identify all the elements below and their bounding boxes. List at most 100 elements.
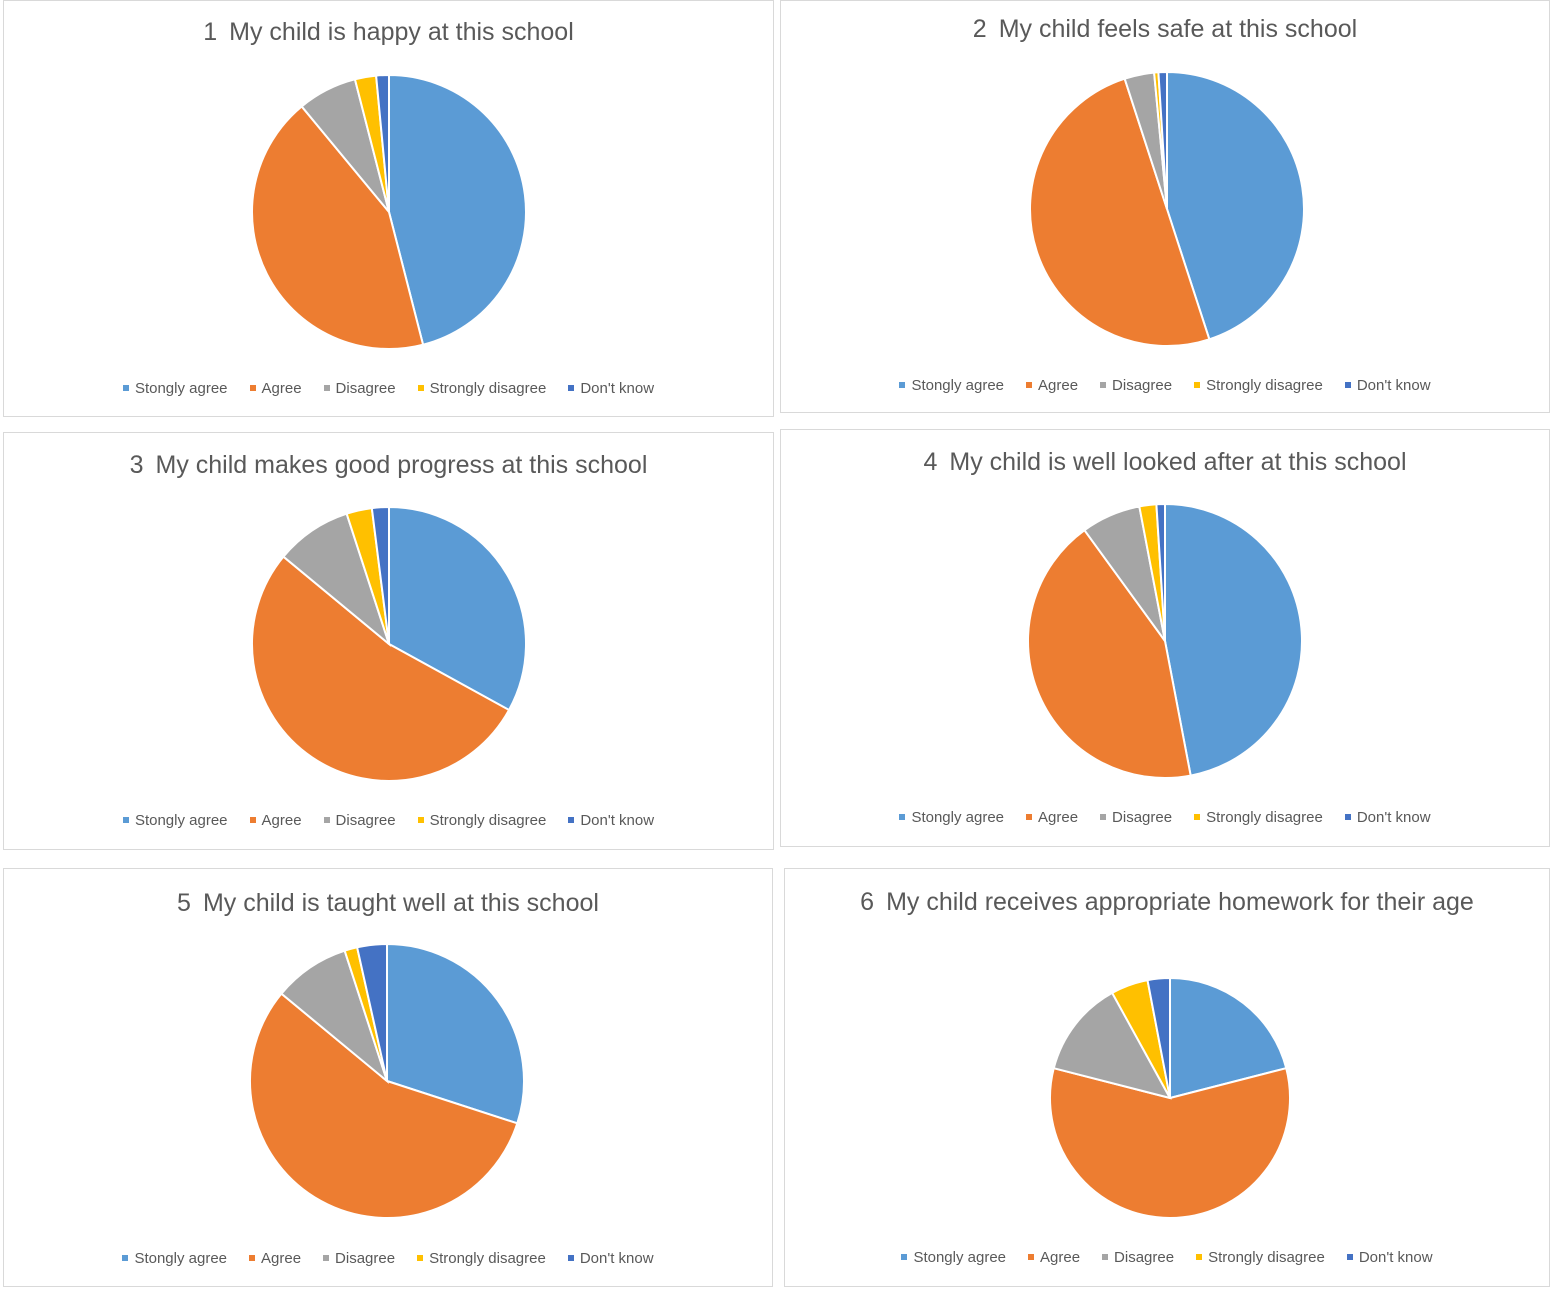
legend-dont-know: Don't know <box>1344 809 1431 826</box>
legend-strongly-agree: Stongly agree <box>899 377 1004 394</box>
chart-panel-6: 6 My child receives appropriate homework … <box>784 868 1550 1287</box>
chart-title: 4 My child is well looked after at this s… <box>923 448 1407 476</box>
chart-title: 5 My child is taught well at this school <box>177 889 599 917</box>
chart-legend: Stongly agree Agree Disagree Strongly disag… <box>781 377 1549 394</box>
pie-chart <box>249 942 525 1219</box>
legend-disagree: Disagree <box>1100 377 1172 394</box>
legend-swatch <box>1102 1254 1109 1261</box>
legend-disagree: Disagree <box>323 812 396 829</box>
legend-strongly-agree: Stongly agree <box>122 812 228 829</box>
legend-label: Don't know <box>580 380 655 397</box>
slice-strongly-agree <box>388 73 527 346</box>
legend-swatch <box>1028 1254 1035 1261</box>
legend-label: Strongly disagree <box>1206 809 1323 826</box>
legend-swatch <box>323 385 330 392</box>
legend-strongly-agree: Stongly agree <box>901 1249 1006 1266</box>
legend-swatch <box>1100 814 1107 821</box>
chart-legend: Stongly agree Agree Disagree Strongly disag… <box>781 809 1549 826</box>
legend-label: Don't know <box>579 1250 654 1267</box>
legend-label: Strongly disagree <box>429 380 547 397</box>
legend-label: Stongly agree <box>913 1249 1007 1266</box>
legend-swatch <box>1346 1254 1353 1261</box>
slice-dont-know <box>1146 976 1171 1099</box>
legend-label: Stongly agree <box>134 1250 228 1267</box>
pie-chart <box>251 73 527 350</box>
legend-strongly-disagree: Strongly disagree <box>1194 377 1323 394</box>
legend-strongly-agree: Stongly agree <box>122 380 228 397</box>
legend-label: Don't know <box>1358 1249 1433 1266</box>
chart-panel-5: 5 My child is taught well at this school … <box>3 868 773 1287</box>
legend-swatch <box>1026 382 1033 389</box>
chart-title: 6 My child receives appropriate homework … <box>860 888 1474 916</box>
legend-strongly-disagree: Strongly disagree <box>417 380 547 397</box>
chart-panel-3: 3 My child makes good progress at this sc… <box>3 432 774 850</box>
slice-agree <box>1027 528 1192 779</box>
slice-strongly-agree <box>1164 502 1303 777</box>
slice-strongly-agree <box>386 942 525 1125</box>
legend-label: Strongly disagree <box>429 1250 546 1267</box>
legend-swatch <box>249 385 256 392</box>
slice-agree <box>1049 1066 1291 1219</box>
legend-label: Strongly disagree <box>1206 377 1323 394</box>
legend-swatch <box>122 817 129 824</box>
legend-label: Agree <box>1040 1249 1081 1266</box>
slice-strongly-agree <box>1166 70 1305 341</box>
legend-label: Stongly agree <box>911 809 1005 826</box>
chart-legend: Stongly agree Agree Disagree Strongly disag… <box>4 380 773 397</box>
legend-label: Agree <box>261 812 302 829</box>
legend-swatch <box>1194 382 1201 389</box>
legend-swatch <box>567 1255 574 1262</box>
chart-panel-1: 1 My child is happy at this school Stongl… <box>3 0 774 417</box>
legend-label: Stongly agree <box>134 812 228 829</box>
chart-title: 3 My child makes good progress at this sc… <box>129 451 648 479</box>
legend-strongly-agree: Stongly agree <box>899 809 1004 826</box>
legend-label: Disagree <box>335 1250 396 1267</box>
legend-swatch <box>122 1255 129 1262</box>
slice-strongly-agree <box>388 505 527 712</box>
legend-swatch <box>1026 814 1033 821</box>
legend-label: Strongly disagree <box>429 812 547 829</box>
legend-label: Stongly agree <box>911 377 1005 394</box>
legend-strongly-agree: Stongly agree <box>122 1250 227 1267</box>
legend-label: Disagree <box>1114 1249 1175 1266</box>
legend-label: Don't know <box>1356 377 1431 394</box>
legend-swatch <box>1344 382 1351 389</box>
chart-panel-2: 2 My child feels safe at this school Ston… <box>780 0 1550 413</box>
chart-panel-4: 4 My child is well looked after at this s… <box>780 429 1550 847</box>
legend-swatch <box>122 385 129 392</box>
chart-title: 2 My child feels safe at this school <box>972 15 1358 43</box>
slice-dont-know <box>370 505 390 645</box>
legend-dont-know: Don't know <box>1346 1249 1433 1266</box>
legend-strongly-disagree: Strongly disagree <box>1194 809 1323 826</box>
legend-disagree: Disagree <box>323 380 396 397</box>
pie-chart <box>251 505 527 782</box>
legend-label: Disagree <box>1112 809 1173 826</box>
legend-agree: Agree <box>1026 809 1078 826</box>
legend-swatch <box>1100 382 1107 389</box>
legend-swatch <box>417 385 424 392</box>
slice-dont-know <box>1155 502 1166 642</box>
legend-strongly-disagree: Strongly disagree <box>1196 1249 1325 1266</box>
legend-swatch <box>1344 814 1351 821</box>
legend-label: Agree <box>1038 377 1079 394</box>
legend-label: Don't know <box>580 812 655 829</box>
chart-legend: Stongly agree Agree Disagree Strongly disag… <box>4 812 773 829</box>
chart-legend: Stongly agree Agree Disagree Strongly disag… <box>785 1249 1549 1266</box>
legend-dont-know: Don't know <box>567 1250 654 1267</box>
pie-chart <box>1029 70 1305 347</box>
pie-chart <box>1049 976 1291 1219</box>
legend-swatch <box>1196 1254 1203 1261</box>
legend-swatch <box>323 1255 330 1262</box>
legend-swatch <box>417 1255 424 1262</box>
legend-swatch <box>417 817 424 824</box>
legend-swatch <box>323 817 330 824</box>
legend-dont-know: Don't know <box>1344 377 1431 394</box>
legend-label: Disagree <box>335 812 396 829</box>
legend-label: Agree <box>1038 809 1079 826</box>
pie-chart <box>1027 502 1303 779</box>
slice-dont-know <box>375 73 390 213</box>
legend-label: Agree <box>261 1250 302 1267</box>
slice-strongly-agree <box>1169 976 1288 1100</box>
legend-label: Strongly disagree <box>1208 1249 1325 1266</box>
legend-agree: Agree <box>249 1250 301 1267</box>
